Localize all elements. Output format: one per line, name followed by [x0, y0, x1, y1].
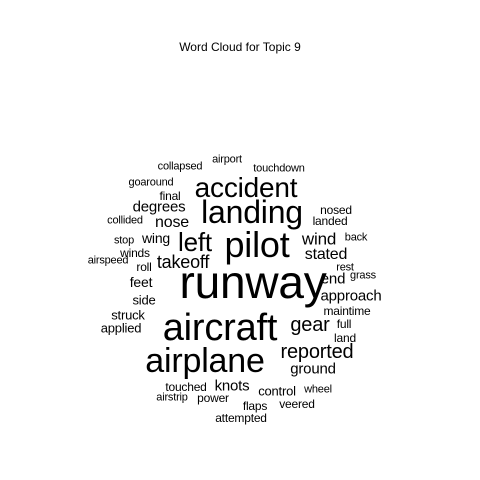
- word-takeoff: takeoff: [156, 252, 210, 272]
- word-knots: knots: [214, 377, 250, 395]
- word-wind: wind: [301, 229, 337, 249]
- word-maintime: maintime: [323, 304, 371, 318]
- word-back: back: [344, 231, 368, 244]
- word-collided: collided: [107, 214, 143, 227]
- word-touchdown: touchdown: [253, 162, 305, 175]
- word-rest: rest: [336, 261, 354, 274]
- word-feet: feet: [129, 274, 153, 290]
- word-landing: landing: [201, 194, 303, 230]
- word-control: control: [258, 383, 296, 399]
- word-ground: ground: [290, 360, 336, 378]
- word-degrees: degrees: [132, 198, 186, 216]
- word-full: full: [336, 317, 352, 331]
- word-airport: airport: [212, 153, 242, 166]
- word-veered: veered: [279, 397, 315, 411]
- word-gear: gear: [290, 314, 330, 336]
- word-attempted: attempted: [215, 411, 267, 425]
- word-runway: runway: [179, 256, 327, 308]
- word-roll: roll: [136, 260, 152, 274]
- word-touched: touched: [165, 380, 207, 394]
- word-aircraft: aircraft: [162, 307, 278, 349]
- word-end: end: [320, 270, 346, 288]
- word-reported: reported: [280, 341, 354, 363]
- word-airspeed: airspeed: [87, 254, 129, 267]
- word-side: side: [132, 292, 156, 308]
- word-flaps: flaps: [242, 399, 268, 413]
- word-winds: winds: [120, 246, 150, 260]
- word-wing: wing: [142, 230, 170, 246]
- word-accident: accident: [194, 172, 298, 203]
- word-stop: stop: [114, 234, 134, 247]
- word-nose: nose: [155, 214, 189, 231]
- word-land: land: [334, 331, 356, 345]
- word-final: final: [159, 189, 181, 203]
- word-struck: struck: [111, 307, 145, 323]
- plot-title: Word Cloud for Topic 9: [179, 40, 301, 54]
- word-landed: landed: [312, 214, 348, 228]
- word-grass: grass: [350, 269, 376, 282]
- word-nosed: nosed: [320, 203, 352, 217]
- word-airstrip: airstrip: [156, 391, 188, 404]
- word-goaround: goaround: [128, 176, 174, 189]
- word-pilot: pilot: [224, 224, 290, 265]
- word-stated: stated: [304, 246, 348, 263]
- word-wheel: wheel: [304, 383, 332, 396]
- word-left: left: [178, 227, 212, 257]
- word-power: power: [197, 391, 229, 405]
- word-applied: applied: [100, 320, 142, 336]
- word-collapsed: collapsed: [157, 160, 203, 173]
- word-approach: approach: [320, 287, 382, 305]
- word-airplane: airplane: [145, 342, 265, 380]
